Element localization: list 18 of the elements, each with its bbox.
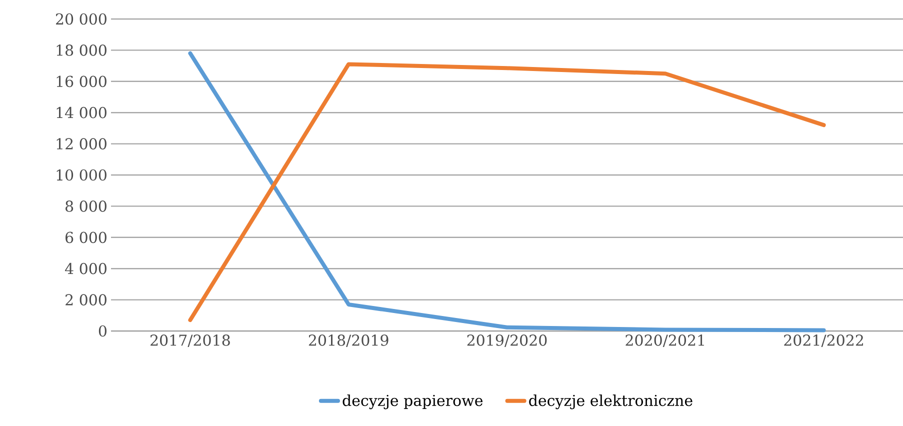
- y-tick-label: 16 000: [56, 76, 106, 88]
- y-tick-label: 8 000: [66, 200, 106, 212]
- legend-label: decyzje papierowe: [342, 394, 483, 410]
- y-tick-label: 6 000: [66, 232, 106, 244]
- y-tick-label: 0: [98, 325, 106, 337]
- y-tick-label: 12 000: [56, 138, 106, 150]
- x-tick-label: 2017/2018: [150, 334, 230, 348]
- legend-label: decyzje elektroniczne: [529, 394, 692, 410]
- x-tick-label: 2018/2019: [308, 334, 388, 348]
- y-tick-label: 10 000: [56, 169, 106, 181]
- x-tick-label: 2020/2021: [626, 334, 704, 348]
- x-tick-label: 2021/2022: [784, 334, 863, 348]
- y-tick-label: 18 000: [56, 44, 106, 56]
- y-tick-label: 4 000: [64, 262, 106, 274]
- y-tick-label: 2 000: [66, 294, 106, 306]
- x-tick-label: 2019/2020: [467, 334, 547, 348]
- y-tick-label: 20 000: [56, 13, 106, 25]
- y-tick-label: 14 000: [56, 106, 106, 118]
